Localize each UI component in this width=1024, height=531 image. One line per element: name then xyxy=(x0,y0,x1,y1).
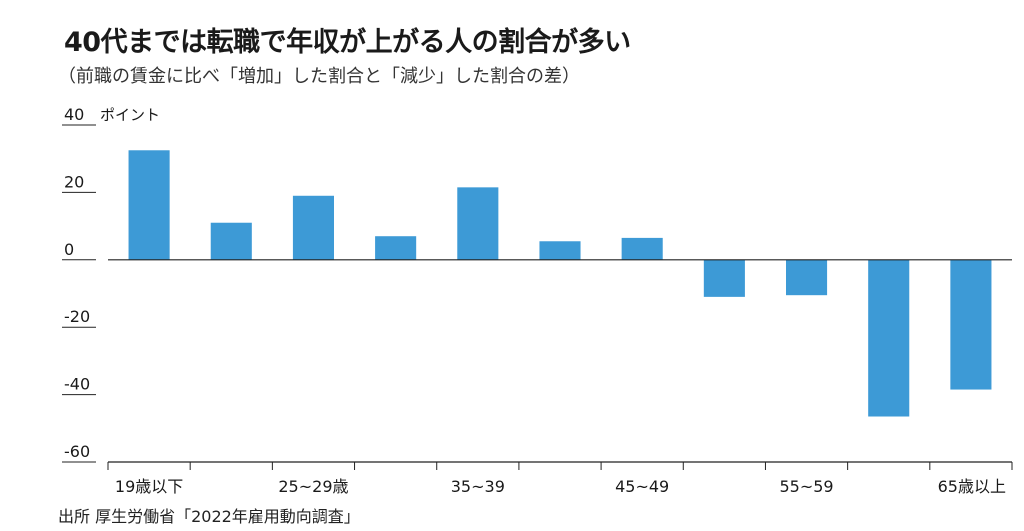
chart-subtitle: （前職の賃金に比べ「増加」した割合と「減少」した割合の差） xyxy=(58,66,580,87)
y-tick-label: -40 xyxy=(64,375,90,394)
source-note: 出所 厚生労働省「2022年雇用動向調査」 xyxy=(58,507,360,526)
y-tick-label: -20 xyxy=(64,307,90,326)
y-axis-unit-label: ポイント xyxy=(100,106,160,124)
y-tick-label: 0 xyxy=(64,240,74,259)
x-tick-label: 45~49 xyxy=(615,477,669,496)
bar xyxy=(786,259,828,296)
y-tick-label: 40 xyxy=(64,105,84,124)
bar xyxy=(292,195,334,260)
y-axis: 40 20 0 -20 -40 -60 xyxy=(62,105,96,463)
y-tick-label: -60 xyxy=(64,442,90,461)
bar xyxy=(210,222,252,260)
bar-series xyxy=(128,150,992,417)
x-tick-label: 35~39 xyxy=(451,477,505,496)
x-tick-label: 25~29歳 xyxy=(278,477,348,496)
x-tick-label: 65歳以上 xyxy=(938,477,1006,496)
bar xyxy=(950,259,992,390)
bar xyxy=(621,237,663,260)
bar xyxy=(128,150,170,260)
bar xyxy=(539,241,581,260)
bar xyxy=(868,259,910,417)
x-axis: 19歳以下 25~29歳 35~39 45~49 55~59 65歳以上 xyxy=(107,462,1013,496)
bar xyxy=(457,187,499,260)
y-tick-label: 20 xyxy=(64,172,84,191)
x-tick-label: 55~59 xyxy=(779,477,833,496)
bar xyxy=(375,236,417,260)
chart-title: 40代までは転職で年収が上がる人の割合が多い xyxy=(64,27,631,58)
x-tick-label: 19歳以下 xyxy=(115,477,183,496)
bar xyxy=(703,259,745,297)
